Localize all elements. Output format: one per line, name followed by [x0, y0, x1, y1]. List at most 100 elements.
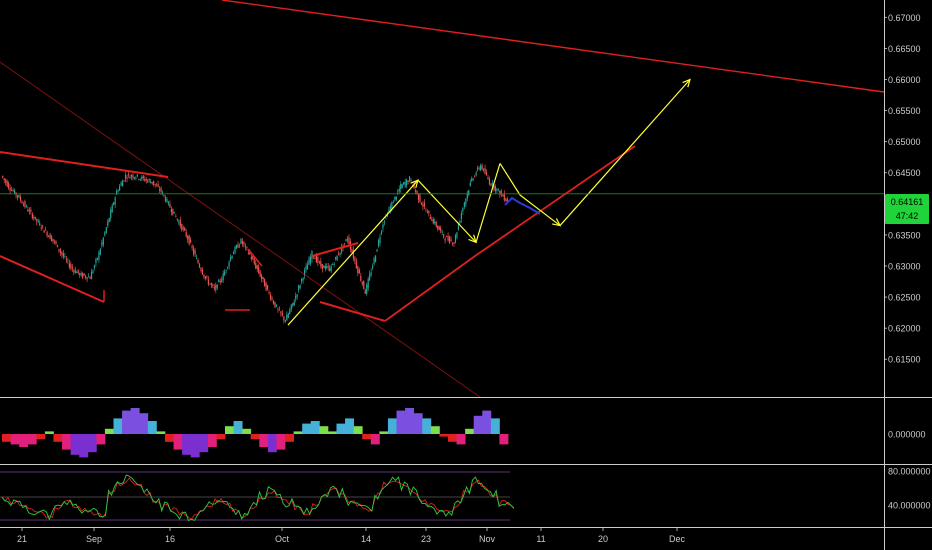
- projection-segment: [559, 79, 691, 226]
- oscillator-bar: [370, 434, 380, 445]
- oscillator-bar: [242, 428, 252, 434]
- candle-body: [346, 239, 349, 241]
- candle-body: [345, 239, 347, 241]
- candle-body: [255, 263, 257, 269]
- candle-body: [397, 191, 399, 193]
- candle-body: [167, 201, 170, 204]
- oscillator-bar: [319, 426, 329, 434]
- candle-body: [172, 208, 174, 215]
- candle-body: [318, 261, 320, 263]
- candle-body: [337, 254, 340, 256]
- candle-body: [485, 172, 488, 175]
- price-tick-label: 0.61500: [888, 355, 921, 365]
- candle-body: [281, 313, 283, 316]
- time-tick-label: Dec: [669, 534, 686, 544]
- candle-body: [262, 277, 264, 280]
- candle-body: [289, 309, 291, 314]
- candle-body: [363, 280, 365, 289]
- candle-body: [65, 258, 67, 260]
- candle-body: [287, 313, 289, 318]
- oscillator-bar: [285, 434, 294, 442]
- candle-body: [484, 168, 486, 174]
- candle-body: [197, 259, 199, 264]
- candle-body: [138, 179, 140, 181]
- candle-body: [209, 283, 211, 285]
- rsi-axis[interactable]: 80.000000 40.000000: [888, 467, 931, 511]
- candle-body: [241, 241, 244, 244]
- candle-body: [173, 211, 175, 214]
- candle-body: [194, 250, 196, 255]
- time-tick-label: Sep: [86, 534, 102, 544]
- oscillator-bar: [362, 434, 372, 440]
- oscillator-pane[interactable]: [2, 408, 509, 458]
- price-axis[interactable]: 0.67000 0.66500 0.66000 0.65500 0.65000 0.645…: [884, 13, 921, 365]
- candle-body: [84, 276, 87, 278]
- candle-body: [136, 174, 138, 177]
- oscillator-bar: [79, 434, 89, 458]
- candle-body: [5, 179, 7, 183]
- candle-body: [221, 279, 223, 283]
- candle-body: [499, 190, 501, 196]
- candle-body: [119, 186, 121, 191]
- candle-body: [224, 271, 226, 276]
- candle-body: [117, 190, 119, 192]
- candle-body: [324, 266, 326, 269]
- time-tick-label: 16: [165, 534, 175, 544]
- candle-body: [31, 213, 33, 219]
- oscillator-bar: [139, 413, 149, 434]
- oscillator-bar: [310, 421, 320, 434]
- candle-body: [425, 210, 427, 212]
- candle-body: [496, 188, 498, 191]
- oscillator-bar: [353, 426, 363, 434]
- candle-body: [414, 189, 417, 192]
- candle-body: [253, 258, 255, 264]
- oscillator-axis[interactable]: 0.000000: [888, 430, 926, 440]
- rsi-pane[interactable]: [0, 471, 515, 522]
- price-tick-label: 0.62000: [888, 324, 921, 334]
- candle-body: [158, 189, 161, 191]
- candle-body: [490, 183, 492, 186]
- rising-support-line: [384, 145, 636, 322]
- oscillator-tick-label: 0.000000: [888, 430, 926, 440]
- price-tick-label: 0.63500: [888, 230, 921, 240]
- candle-body: [111, 204, 113, 213]
- candle-body: [419, 194, 421, 203]
- candle-body: [284, 320, 286, 322]
- candle-body: [107, 221, 109, 226]
- candle-body: [56, 245, 59, 248]
- candle-body: [141, 176, 143, 179]
- candle-body: [98, 252, 100, 260]
- candle-body: [228, 261, 230, 267]
- candle-body: [296, 294, 298, 297]
- time-axis[interactable]: 21 Sep 16 Oct 14 23 Nov 11 20 Dec: [17, 528, 686, 544]
- candle-body: [192, 248, 195, 254]
- candle-body: [89, 277, 91, 279]
- oscillator-bar: [44, 431, 54, 434]
- candle-body: [74, 269, 76, 274]
- candle-body: [110, 209, 112, 218]
- oscillator-bar: [293, 431, 303, 434]
- candle-body: [460, 213, 462, 220]
- price-tick-label: 0.64500: [888, 168, 921, 178]
- oscillator-bar: [387, 418, 397, 434]
- candle-body: [80, 273, 82, 276]
- price-pane[interactable]: [0, 0, 885, 398]
- oscillator-bar: [190, 434, 200, 458]
- projection-arrowhead: [682, 78, 691, 88]
- candle-body: [43, 230, 45, 233]
- candle-body: [102, 237, 104, 245]
- candle-body: [105, 227, 107, 233]
- candle-body: [222, 273, 224, 280]
- oscillator-bar: [216, 434, 226, 440]
- time-tick-label: 11: [536, 534, 545, 544]
- oscillator-bar: [156, 431, 166, 434]
- candle-body: [478, 168, 480, 170]
- time-tick-label: 21: [17, 534, 27, 544]
- candle-body: [204, 276, 207, 279]
- candle-body: [148, 178, 150, 180]
- candle-body: [229, 257, 232, 261]
- projection-arrowhead: [410, 179, 419, 189]
- candle-body: [64, 256, 66, 257]
- candle-body: [99, 249, 101, 255]
